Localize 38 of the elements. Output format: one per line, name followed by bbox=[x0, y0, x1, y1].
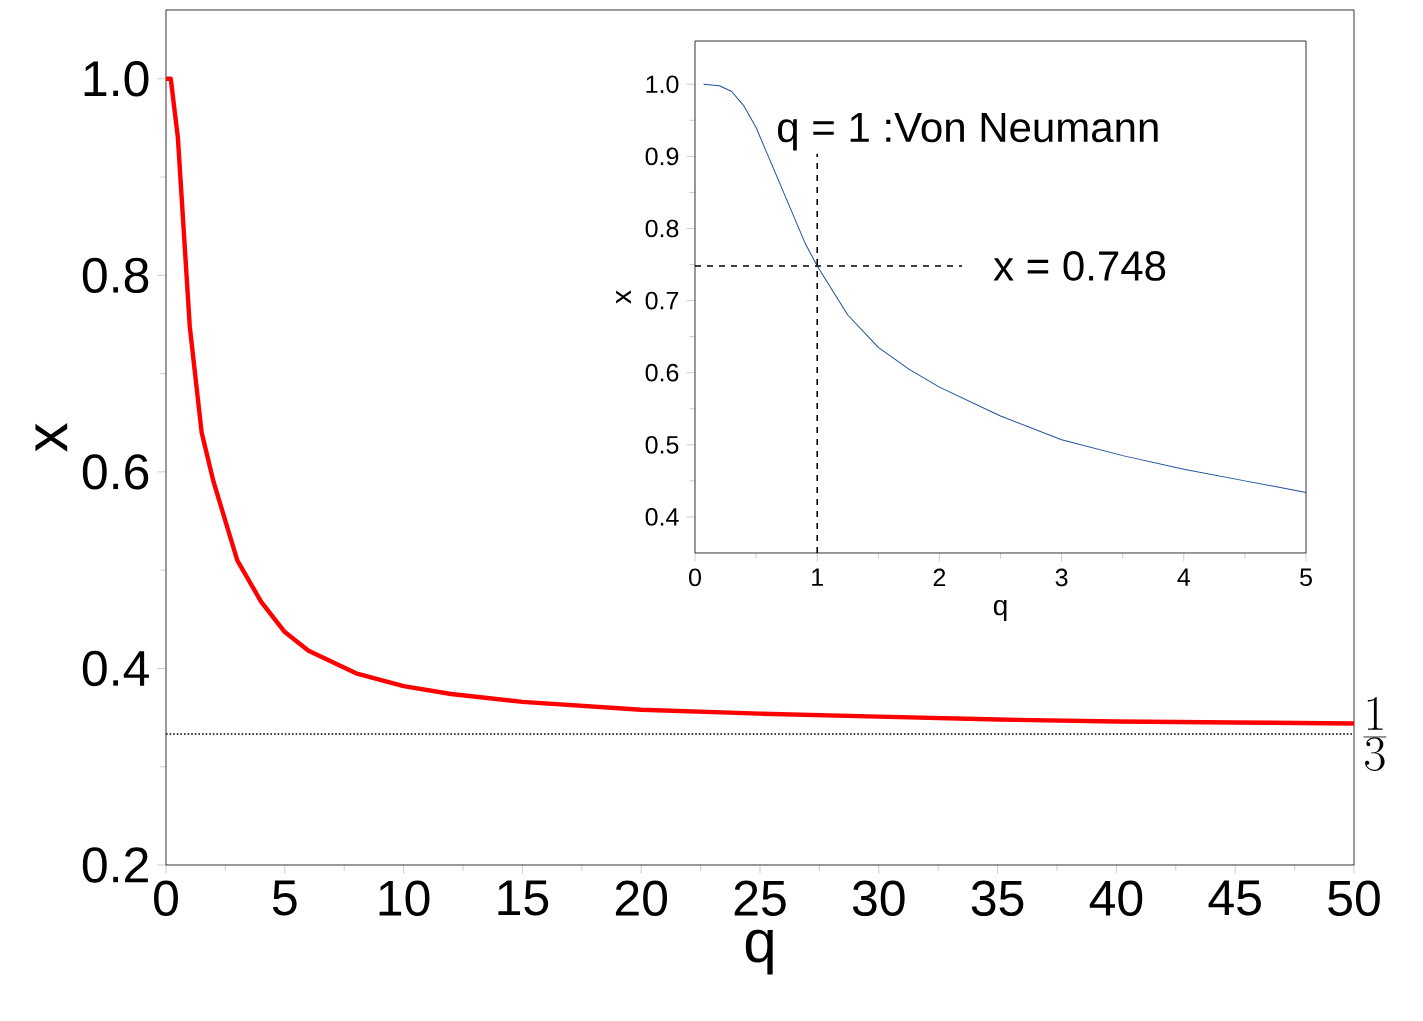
x-tick-label: 4 bbox=[1177, 568, 1191, 586]
x-tick-label: 3 bbox=[1055, 568, 1068, 587]
x-tick-label: 15 bbox=[498, 880, 549, 916]
x-tick-label: 45 bbox=[1208, 880, 1261, 916]
x-tick-label: 0 bbox=[154, 880, 178, 916]
y-tick-label: 0.9 bbox=[645, 147, 679, 166]
y-tick-label: 0.5 bbox=[645, 435, 679, 454]
x-axis-title: q bbox=[993, 600, 1007, 621]
y-tick-label: 0.6 bbox=[82, 454, 149, 490]
y-tick-label: 0.4 bbox=[82, 650, 149, 687]
line-series bbox=[163, 76, 1357, 726]
x-tick-label: 20 bbox=[615, 880, 668, 916]
y-axis-title: x bbox=[616, 290, 631, 304]
x-tick-label: 5 bbox=[1300, 568, 1312, 587]
x-tick-label: 5 bbox=[272, 880, 297, 916]
ref-line-label: q = 1 :Von Neumann bbox=[778, 112, 1158, 151]
y-tick-label: 0.7 bbox=[645, 291, 679, 310]
x-tick-label: 35 bbox=[971, 880, 1024, 916]
x-tick-label: 50 bbox=[1328, 880, 1380, 916]
y-tick-label: 0.4 bbox=[645, 508, 679, 526]
x-axis-title: q bbox=[745, 929, 773, 975]
line-series bbox=[703, 83, 1307, 493]
y-tick-label: 1.0 bbox=[646, 75, 679, 94]
ref-line-label: $\frac{1}{3}$ bbox=[1363, 696, 1387, 772]
y-tick-label: 0.8 bbox=[645, 219, 679, 238]
x-tick-label: 40 bbox=[1089, 880, 1143, 916]
x-tick-label: 25 bbox=[734, 880, 786, 916]
y-tick-label: 0.6 bbox=[645, 363, 679, 382]
y-tick-label: 0.8 bbox=[82, 257, 149, 294]
ref-line-label: x = 0.748 bbox=[993, 251, 1166, 281]
y-tick-label: 1.0 bbox=[84, 61, 149, 97]
x-tick-label: 30 bbox=[852, 880, 905, 916]
x-tick-label: 2 bbox=[933, 568, 946, 587]
y-tick-label: 0.2 bbox=[82, 847, 148, 883]
x-tick-label: 10 bbox=[379, 880, 430, 916]
x-tick-label: 0 bbox=[689, 568, 701, 587]
y-axis-title: x bbox=[35, 423, 68, 452]
x-tick-label: 1 bbox=[812, 568, 823, 586]
